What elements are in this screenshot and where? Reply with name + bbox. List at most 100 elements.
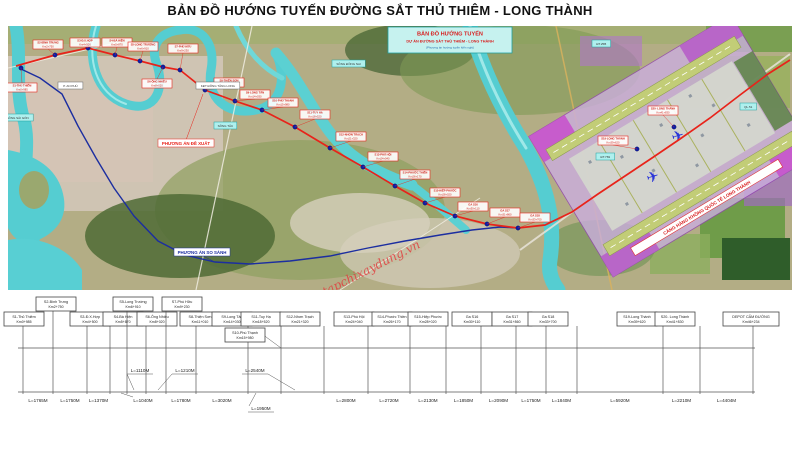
label-leader (126, 373, 135, 391)
route-comparison-label: PHƯƠNG ÁN SO SÁNH (178, 250, 227, 255)
map-station-km: Km14+030 (248, 94, 262, 98)
segment-length-label: L=1040M (133, 398, 152, 403)
map-station-box (8, 82, 38, 93)
station-km: Km14+030 (223, 320, 240, 324)
map-station-name: S11-TUY HẠ (307, 111, 323, 115)
station-km: Km30+110 (464, 320, 481, 324)
map-station-km: Km41+830 (656, 110, 670, 114)
map-station-box (457, 201, 489, 212)
map-place-name: ĐT.25B (596, 42, 606, 46)
station-box (224, 327, 266, 343)
map-station-name: S2-BÌNH TRƯNG (37, 40, 58, 45)
label-leader (248, 392, 257, 407)
station-box (3, 311, 45, 327)
map-station-box (32, 39, 64, 50)
map-station-name: S15-HIỆP PHƯỚC (434, 188, 457, 193)
station-km: Km9+230 (174, 305, 189, 309)
station-km: Km2+750 (48, 305, 63, 309)
map-station-km: Km5+870 (111, 42, 123, 46)
station-name: Ga S17 (506, 315, 519, 319)
airplane-icon: ✈ (644, 167, 661, 187)
station-box (35, 296, 77, 312)
station-km: Km11+010 (192, 320, 209, 324)
map-station-name: S3-Đ.X.HỢP (77, 39, 93, 43)
map-label-leader (20, 67, 23, 84)
map-station-box (519, 212, 551, 223)
map-label-leader (156, 66, 164, 80)
map-station-name: GA S17 (500, 209, 510, 213)
map-station-box (239, 89, 271, 100)
map-place-name: ĐT.769 (601, 155, 611, 159)
station-km: Km46+234 (742, 320, 759, 324)
map-label-leader (261, 106, 284, 111)
map-station-km: Km28+020 (438, 192, 452, 196)
map-place-box (591, 39, 611, 48)
map-place-labels: SÔNG SÀI GÒN SÔNG TẮC SÔNG ĐỒNG NAI ĐT.25B Đ… (8, 39, 757, 161)
station-name: S15-Hiệp Phước (414, 315, 442, 319)
station-name: S10-Phú Thạnh (232, 331, 258, 335)
route-proposed-line (15, 47, 791, 229)
station-km: Km21+320 (291, 320, 308, 324)
station-km: Km4+500 (82, 320, 97, 324)
segment-length-label: L=1765M (28, 398, 47, 403)
segment-length-label: L=1370M (89, 398, 108, 403)
map-label-leader (329, 140, 352, 149)
route-comparison-line (20, 68, 519, 265)
map-station-km: Km30+110 (467, 206, 480, 210)
segment-length-label: L=1780M (171, 398, 190, 403)
map-station-box (127, 41, 159, 52)
station-name: S4-Bà Hiện (114, 315, 133, 319)
segment-length-label: L=1750M (60, 398, 79, 403)
map-place-box (595, 152, 615, 161)
map-station-km: Km18+520 (308, 114, 322, 118)
map-label-leader (424, 196, 446, 204)
station-km: Km24+040 (345, 320, 362, 324)
segment-length-label: L=2720M (379, 398, 398, 403)
map-place-box (195, 81, 241, 90)
segment-length-label: L=4404M (717, 398, 736, 403)
map-place-box (8, 113, 34, 122)
legend-title: BẢN ĐỒ HƯỚNG TUYẾN (417, 30, 483, 38)
map-station-km: Km0+985 (16, 87, 28, 91)
segment-length-label: L=2540M (245, 368, 264, 373)
map-label-leader (47, 48, 56, 56)
map-place-name: KĐT ĐÔNG TĂNG LONG (201, 83, 236, 88)
map-station-name: S9-LONG TÂN (246, 90, 264, 95)
station-box (407, 311, 449, 327)
segment-length-label: L=1750M (521, 398, 540, 403)
legend-note: (Phương án hướng tuyến kiến nghị) (426, 46, 474, 50)
map-station-box (597, 135, 629, 146)
station-km: Km5+870 (115, 320, 130, 324)
map-station-km: Km21+320 (344, 136, 358, 140)
station-km: Km31+860 (503, 320, 520, 324)
map-place-box (331, 59, 366, 68)
route-option-labels: PHƯƠNG ÁN ĐỀ XUẤT PHƯƠNG ÁN SO SÁNH (157, 93, 231, 262)
map-place-box (739, 102, 757, 111)
map-station-name: S13-PHÚ HỘI (375, 152, 392, 157)
map-place-name: QL.51 (744, 105, 753, 109)
station-name: S14-Phước Thiền (377, 315, 406, 319)
map-station-km: Km31+860 (498, 212, 512, 216)
map-station-km: Km33+700 (528, 217, 542, 221)
map-label-leader (362, 160, 384, 168)
map-station-km: Km15+980 (276, 102, 290, 106)
map-station-box (69, 37, 101, 48)
map-label-leader (517, 221, 536, 229)
station-km: Km8+020 (149, 320, 164, 324)
segment-length-label: L=1950M (251, 406, 270, 411)
station-box (654, 311, 696, 327)
segment-length-label: L=1210M (175, 368, 194, 373)
map-label-leader (486, 216, 506, 225)
map-station-name: S4-BÀ HIỆN (109, 38, 124, 43)
station-km: Km41+830 (666, 320, 683, 324)
map-place-name: SÔNG SÀI GÒN (8, 115, 29, 120)
label-leader (157, 373, 173, 391)
station-name: S5-Long Trường (119, 300, 146, 304)
map-station-box (367, 151, 399, 162)
map-station-km: Km24+040 (376, 156, 390, 160)
map-station-box (335, 131, 367, 142)
map-station-box (141, 78, 173, 89)
station-name: S13-Phú Hội (344, 315, 365, 319)
map-label-leader (454, 210, 474, 217)
